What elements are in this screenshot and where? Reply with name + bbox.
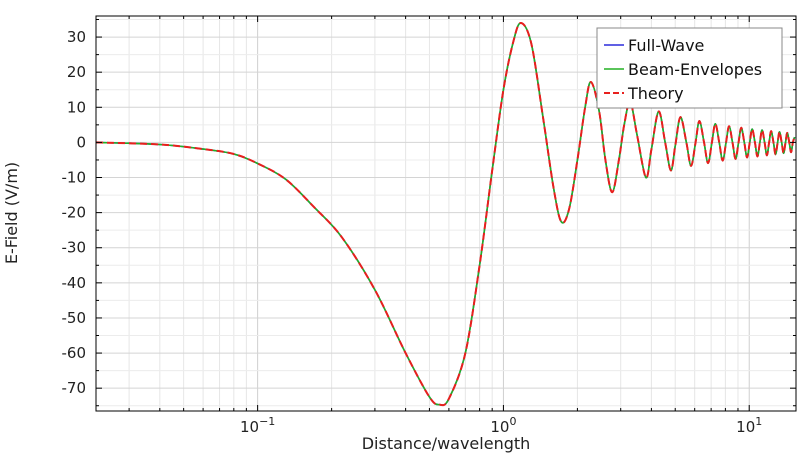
series-lines: [96, 22, 796, 407]
y-tick-label: 30: [67, 28, 86, 46]
y-tick-labels: 30 20 10 0 -10 -20 -30 -40 -50 -60 -70: [62, 28, 87, 397]
legend-label-theory: Theory: [627, 84, 684, 103]
y-tick-label: -10: [62, 169, 87, 187]
series-line-theory: [96, 22, 796, 407]
y-axis-title: E-Field (V/m): [2, 162, 21, 264]
x-tick-label: 10−1: [240, 415, 275, 436]
x-tick-label: 100: [490, 415, 516, 436]
y-tick-label: -30: [62, 239, 87, 257]
y-tick-label: -60: [62, 344, 87, 362]
x-tick-label: 101: [736, 415, 762, 436]
y-tick-label: 0: [76, 133, 86, 151]
tick-marks: [96, 16, 796, 411]
y-tick-label: -40: [62, 274, 87, 292]
y-tick-label: -20: [62, 204, 87, 222]
legend-box: [596, 27, 783, 109]
y-tick-label: -50: [62, 309, 87, 327]
y-tick-label: -70: [62, 379, 87, 397]
y-tick-label: 10: [67, 98, 86, 116]
x-tick-labels: 10−1 100 101: [240, 415, 762, 436]
x-axis-title: Distance/wavelength: [362, 434, 531, 453]
legend-label-beam-envelopes: Beam-Envelopes: [628, 60, 762, 79]
legend-label-full-wave: Full-Wave: [628, 36, 704, 55]
legend: Full-Wave Beam-Envelopes Theory: [596, 27, 783, 109]
plot-frame: [95, 15, 797, 412]
y-tick-label: 20: [67, 63, 86, 81]
